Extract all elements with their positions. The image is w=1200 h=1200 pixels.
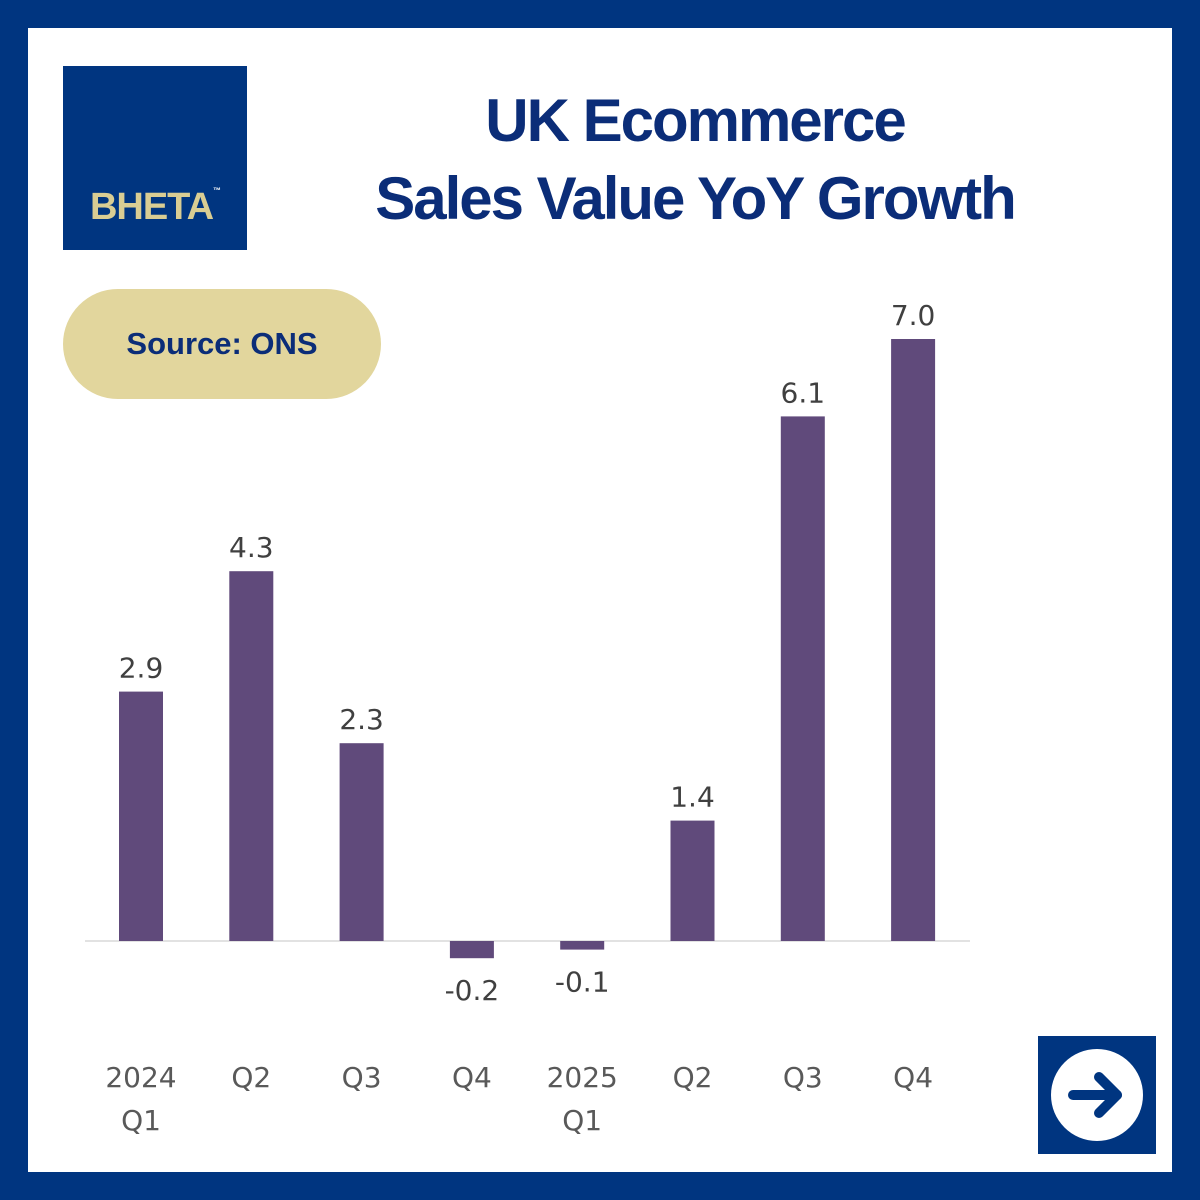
data-label: 6.1 [781, 376, 826, 409]
bar [339, 743, 384, 941]
arrow-right-icon [1051, 1049, 1143, 1141]
data-label: 2.3 [339, 703, 384, 736]
x-tick-label: 2025 [547, 1061, 618, 1094]
x-tick-label: Q2 [673, 1061, 713, 1094]
x-tick-label: Q2 [231, 1061, 271, 1094]
data-label: 1.4 [670, 781, 715, 814]
logo-trademark: ™ [213, 186, 221, 195]
data-label: 4.3 [229, 531, 274, 564]
data-label: 2.9 [119, 652, 164, 685]
bheta-logo: BHETA™ [63, 66, 247, 250]
x-tick-label: Q3 [783, 1061, 823, 1094]
bar [560, 941, 605, 950]
logo-wordmark: BHETA [89, 186, 214, 228]
bar [229, 571, 274, 941]
x-tick-label: 2024 [105, 1061, 176, 1094]
x-tick-label: Q3 [342, 1061, 382, 1094]
x-tick-label: Q4 [452, 1061, 492, 1094]
x-tick-label: Q1 [562, 1104, 602, 1137]
chart-title-line2: Sales Value YoY Growth [375, 165, 1017, 232]
source-badge: Source: ONS [63, 289, 381, 399]
bar [449, 941, 494, 959]
source-label: Source: ONS [126, 326, 318, 361]
data-label: -0.1 [555, 966, 610, 999]
bar [891, 339, 936, 941]
data-label: -0.2 [445, 974, 500, 1007]
logo-text: BHETA™ [63, 186, 247, 229]
chart-title-line1: UK Ecommerce [485, 87, 907, 154]
x-tick-label: Q1 [121, 1104, 161, 1137]
bar [780, 416, 825, 941]
bar [119, 691, 163, 941]
bar [670, 820, 715, 941]
x-tick-label: Q4 [893, 1061, 933, 1094]
data-label: 7.0 [891, 299, 936, 332]
next-button[interactable] [1038, 1036, 1156, 1154]
